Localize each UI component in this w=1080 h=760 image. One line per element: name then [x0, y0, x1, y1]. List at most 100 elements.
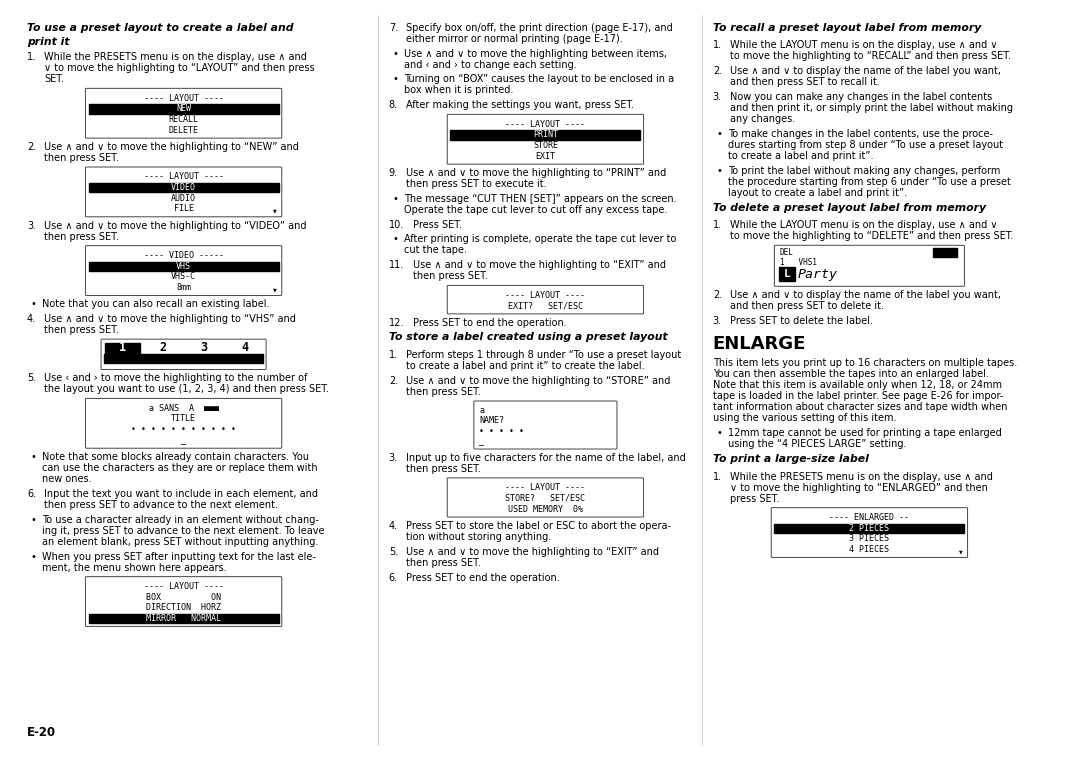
- Text: 1.: 1.: [713, 220, 721, 230]
- Text: EXIT?   SET/ESC: EXIT? SET/ESC: [508, 302, 583, 310]
- Text: Turning on “BOX” causes the layout to be enclosed in a: Turning on “BOX” causes the layout to be…: [404, 74, 674, 84]
- Text: 2.: 2.: [713, 66, 723, 76]
- Text: any changes.: any changes.: [730, 114, 795, 124]
- Text: tape is loaded in the label printer. See page E-26 for impor-: tape is loaded in the label printer. See…: [713, 391, 1003, 401]
- Text: _: _: [181, 435, 186, 445]
- Text: Press SET to end the operation.: Press SET to end the operation.: [413, 318, 566, 328]
- Text: Use ∧ and ∨ to move the highlighting to “NEW” and: Use ∧ and ∨ to move the highlighting to …: [44, 142, 299, 152]
- Bar: [779, 268, 795, 281]
- Text: a: a: [480, 406, 484, 415]
- Text: Party: Party: [798, 268, 838, 280]
- Text: Specify box on/off, the print direction (page E-17), and: Specify box on/off, the print direction …: [406, 23, 673, 33]
- Text: 2.: 2.: [27, 142, 37, 152]
- Text: Input the text you want to include in each element, and: Input the text you want to include in ea…: [44, 489, 319, 499]
- Text: After printing is complete, operate the tape cut lever to: After printing is complete, operate the …: [404, 234, 676, 245]
- Text: ---- LAYOUT ----: ---- LAYOUT ----: [505, 483, 585, 492]
- Text: and then press SET to delete it.: and then press SET to delete it.: [730, 301, 885, 311]
- Text: • • • • • • • • • • •: • • • • • • • • • • •: [131, 425, 237, 434]
- Text: then press SET.: then press SET.: [413, 271, 487, 281]
- Text: You can then assemble the tapes into an enlarged label.: You can then assemble the tapes into an …: [713, 369, 988, 379]
- Bar: [450, 131, 640, 140]
- Text: USED MEMORY  0%: USED MEMORY 0%: [508, 505, 583, 514]
- Text: 1.: 1.: [713, 40, 721, 50]
- Text: 8.: 8.: [389, 100, 397, 110]
- Text: 8mm: 8mm: [176, 283, 191, 292]
- FancyBboxPatch shape: [474, 401, 617, 449]
- Text: VIDEO: VIDEO: [171, 183, 197, 192]
- Text: ▼: ▼: [273, 287, 278, 293]
- Text: ---- LAYOUT ----: ---- LAYOUT ----: [505, 120, 585, 128]
- Text: 4.: 4.: [27, 314, 36, 324]
- Text: DIRECTION  HORZ: DIRECTION HORZ: [146, 603, 221, 613]
- FancyBboxPatch shape: [85, 577, 282, 626]
- Text: E-20: E-20: [27, 726, 56, 739]
- Text: Press SET.: Press SET.: [413, 220, 461, 230]
- Text: and ‹ and › to change each setting.: and ‹ and › to change each setting.: [404, 60, 577, 70]
- Text: L: L: [783, 269, 791, 279]
- Text: To print a large-size label: To print a large-size label: [713, 454, 868, 464]
- Text: BOX          ON: BOX ON: [146, 593, 221, 602]
- FancyBboxPatch shape: [85, 88, 282, 138]
- Text: Use ∧ and ∨ to move the highlighting to “EXIT” and: Use ∧ and ∨ to move the highlighting to …: [413, 260, 665, 271]
- Text: 7.: 7.: [389, 23, 399, 33]
- Text: Use ∧ and ∨ to move the highlighting to “VHS” and: Use ∧ and ∨ to move the highlighting to …: [44, 314, 296, 324]
- Text: 3.: 3.: [713, 316, 721, 326]
- Text: This item lets you print up to 16 characters on multiple tapes.: This item lets you print up to 16 charac…: [713, 358, 1017, 369]
- Text: new ones.: new ones.: [42, 474, 92, 484]
- Text: To print the label without making any changes, perform: To print the label without making any ch…: [728, 166, 1000, 176]
- Text: DEL: DEL: [780, 248, 794, 257]
- FancyBboxPatch shape: [85, 398, 282, 448]
- FancyBboxPatch shape: [774, 245, 964, 287]
- Text: •: •: [392, 194, 397, 204]
- Text: Now you can make any changes in the label contents: Now you can make any changes in the labe…: [730, 92, 993, 102]
- Bar: [89, 183, 279, 192]
- Text: using the “4 PIECES LARGE” setting.: using the “4 PIECES LARGE” setting.: [728, 439, 906, 449]
- Text: To use a character already in an element without chang-: To use a character already in an element…: [42, 515, 319, 524]
- Text: NAME?: NAME?: [480, 416, 504, 426]
- Text: cut the tape.: cut the tape.: [404, 245, 467, 255]
- Text: Use ∧ and ∨ to move the highlighting to “EXIT” and: Use ∧ and ∨ to move the highlighting to …: [406, 546, 659, 556]
- Text: print it: print it: [27, 36, 69, 46]
- Text: RECALL: RECALL: [168, 115, 199, 124]
- Text: •: •: [392, 74, 397, 84]
- Text: the procedure starting from step 6 under “To use a preset: the procedure starting from step 6 under…: [728, 177, 1011, 187]
- Text: Note that some blocks already contain characters. You: Note that some blocks already contain ch…: [42, 452, 309, 462]
- FancyBboxPatch shape: [447, 285, 644, 314]
- Text: then press SET to advance to the next element.: then press SET to advance to the next el…: [44, 500, 279, 510]
- Text: Use ∧ and ∨ to move the highlighting between items,: Use ∧ and ∨ to move the highlighting bet…: [404, 49, 667, 59]
- Text: 3: 3: [201, 341, 207, 354]
- Text: •: •: [716, 129, 721, 139]
- Text: •: •: [716, 166, 721, 176]
- Bar: [933, 249, 957, 257]
- Text: layout to create a label and print it”.: layout to create a label and print it”.: [728, 188, 907, 198]
- Text: 1.: 1.: [713, 471, 721, 482]
- Text: ---- LAYOUT ----: ---- LAYOUT ----: [505, 291, 585, 299]
- Text: then press SET.: then press SET.: [44, 232, 119, 242]
- Text: STORE: STORE: [532, 141, 558, 150]
- Text: 3.: 3.: [27, 220, 36, 230]
- Text: To delete a preset layout label from memory: To delete a preset layout label from mem…: [713, 203, 986, 213]
- Text: Operate the tape cut lever to cut off any excess tape.: Operate the tape cut lever to cut off an…: [404, 204, 667, 215]
- Text: • • • • •: • • • • •: [480, 427, 524, 436]
- Text: PRINT: PRINT: [532, 131, 558, 139]
- Text: 4 PIECES: 4 PIECES: [849, 545, 890, 554]
- Text: Press SET to end the operation.: Press SET to end the operation.: [406, 572, 559, 582]
- FancyBboxPatch shape: [85, 245, 282, 296]
- Text: box when it is printed.: box when it is printed.: [404, 85, 513, 96]
- Text: While the PRESETS menu is on the display, use ∧ and: While the PRESETS menu is on the display…: [44, 52, 307, 62]
- Text: When you press SET after inputting text for the last ele-: When you press SET after inputting text …: [42, 552, 316, 562]
- FancyBboxPatch shape: [447, 478, 644, 517]
- Text: can use the characters as they are or replace them with: can use the characters as they are or re…: [42, 463, 318, 473]
- Text: tion without storing anything.: tion without storing anything.: [406, 532, 551, 542]
- Text: then press SET.: then press SET.: [406, 387, 481, 397]
- Text: 6.: 6.: [389, 572, 397, 582]
- Text: Press SET to store the label or ESC to abort the opera-: Press SET to store the label or ESC to a…: [406, 521, 671, 530]
- Text: Note that this item is available only when 12, 18, or 24mm: Note that this item is available only wh…: [713, 380, 1002, 391]
- Text: AUDIO: AUDIO: [171, 194, 197, 203]
- Text: 3.: 3.: [389, 453, 397, 463]
- Text: After making the settings you want, press SET.: After making the settings you want, pres…: [406, 100, 634, 110]
- Text: ---- LAYOUT ----: ---- LAYOUT ----: [144, 93, 224, 103]
- Text: FILE: FILE: [174, 204, 193, 214]
- Text: to create a label and print it”.: to create a label and print it”.: [728, 151, 874, 161]
- Text: •: •: [30, 299, 36, 309]
